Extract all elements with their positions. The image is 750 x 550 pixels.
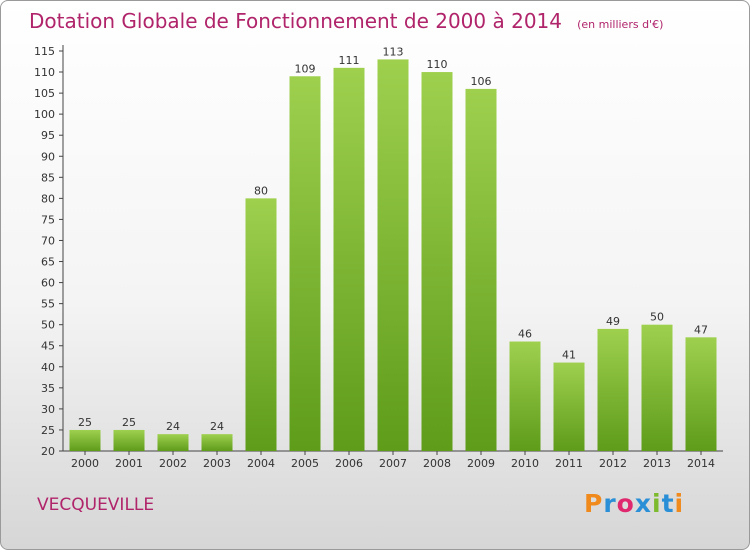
y-tick-label: 25: [41, 424, 55, 437]
y-tick-label: 35: [41, 382, 55, 395]
x-tick-label: 2001: [115, 457, 143, 470]
x-tick-label: 2009: [467, 457, 495, 470]
bar-value-label: 49: [606, 315, 620, 328]
y-tick-label: 45: [41, 340, 55, 353]
bar-value-label: 25: [122, 416, 136, 429]
bar-value-label: 47: [694, 323, 708, 336]
bars-group: 25 25 24 24 80 109 111 113 110 106 46 41 49 50 47: [69, 45, 717, 452]
chart-subtitle: (en milliers d'€): [577, 18, 664, 31]
bar: [685, 337, 717, 451]
bar-value-label: 46: [518, 328, 532, 341]
y-tick-label: 115: [34, 45, 55, 58]
bar-value-label: 113: [383, 45, 404, 58]
chart-title: Dotation Globale de Fonctionnement de 20…: [29, 9, 562, 33]
bar: [465, 88, 497, 451]
x-tick-label: 2003: [203, 457, 231, 470]
bar: [421, 72, 453, 451]
logo-letter: o: [616, 489, 635, 518]
bar-value-label: 41: [562, 349, 576, 362]
y-tick-label: 70: [41, 234, 55, 247]
x-tick-label: 2002: [159, 457, 187, 470]
y-tick-label: 80: [41, 192, 55, 205]
x-tick-label: 2008: [423, 457, 451, 470]
y-tick-label: 40: [41, 361, 55, 374]
bar-value-label: 109: [295, 62, 316, 75]
bar: [509, 341, 541, 451]
axes: 20 25 30 35 40 45 50 55 60 65 70 75 80 85 90 95 100 105 11…: [34, 45, 723, 470]
bar: [333, 67, 365, 451]
logo-letter: t: [661, 489, 675, 518]
x-tick-label: 2013: [643, 457, 671, 470]
x-tick-label: 2005: [291, 457, 319, 470]
y-tick-label: 65: [41, 256, 55, 269]
x-tick-label: 2010: [511, 457, 539, 470]
bar-value-label: 110: [427, 58, 448, 71]
x-tick-label: 2006: [335, 457, 363, 470]
y-tick-label: 85: [41, 171, 55, 184]
title-row: Dotation Globale de Fonctionnement de 20…: [29, 9, 663, 33]
bar: [201, 434, 233, 451]
y-tick-label: 75: [41, 213, 55, 226]
y-tick-label: 55: [41, 298, 55, 311]
proxiti-logo: Proxiti: [584, 489, 684, 518]
x-tick-label: 2004: [247, 457, 275, 470]
y-tick-label: 95: [41, 129, 55, 142]
y-tick-label: 30: [41, 403, 55, 416]
logo-letter: x: [634, 489, 652, 518]
bar-value-label: 24: [166, 420, 180, 433]
y-tick-label: 60: [41, 277, 55, 290]
commune-name: VECQUEVILLE: [37, 495, 155, 515]
y-tick-label: 100: [34, 108, 55, 121]
x-tick-label: 2014: [687, 457, 715, 470]
bar: [289, 76, 321, 452]
bar: [113, 429, 145, 451]
bar: [69, 429, 101, 451]
bar-value-label: 24: [210, 420, 224, 433]
y-tick-label: 110: [34, 66, 55, 79]
logo-letter: i: [652, 489, 662, 518]
y-tick-label: 90: [41, 150, 55, 163]
logo-letter: i: [674, 489, 685, 518]
bar-value-label: 80: [254, 184, 268, 197]
x-tick-label: 2011: [555, 457, 583, 470]
bar-value-label: 111: [339, 54, 360, 67]
bar: [553, 362, 585, 451]
logo-letter: r: [603, 489, 617, 518]
bar-value-label: 50: [650, 311, 664, 324]
bar: [597, 328, 629, 451]
bar-value-label: 106: [471, 75, 492, 88]
bar-value-label: 25: [78, 416, 92, 429]
y-tick-label: 50: [41, 319, 55, 332]
y-tick-label: 105: [34, 87, 55, 100]
x-tick-label: 2000: [71, 457, 99, 470]
x-tick-label: 2007: [379, 457, 407, 470]
bar: [377, 59, 409, 451]
bar: [157, 434, 189, 451]
bar: [245, 198, 277, 451]
bar: [641, 324, 673, 451]
x-tick-label: 2012: [599, 457, 627, 470]
y-tick-label: 20: [41, 445, 55, 458]
logo-letter: P: [584, 489, 604, 518]
